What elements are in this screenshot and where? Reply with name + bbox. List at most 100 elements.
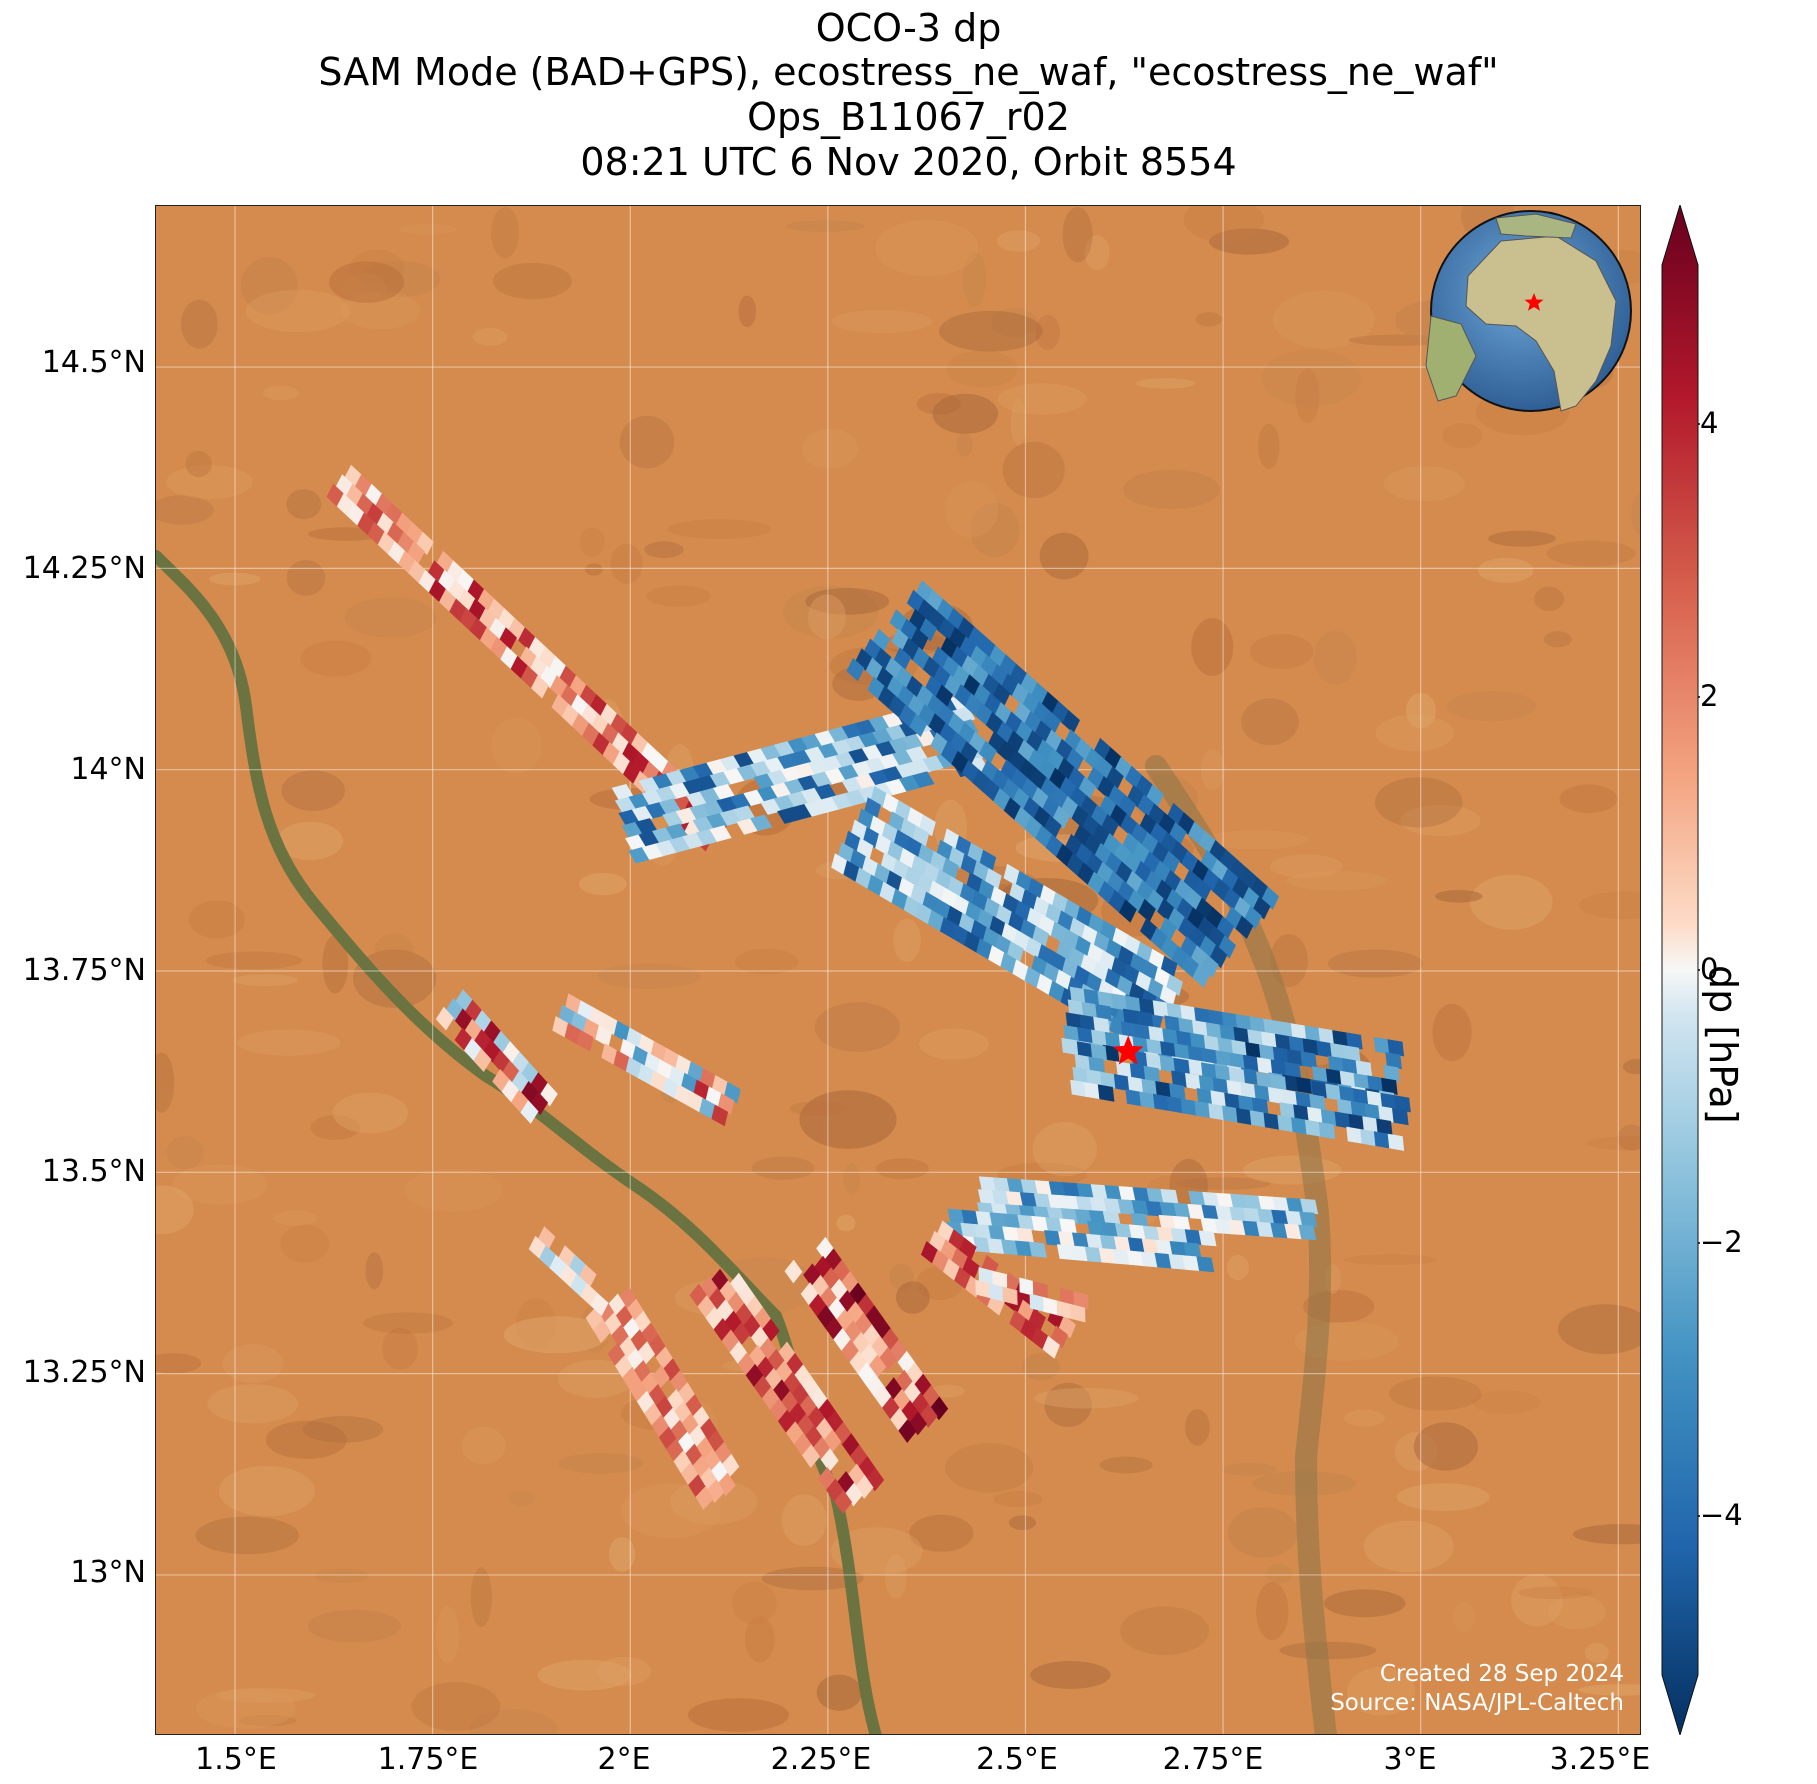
dp-sounding-cell [1112,1249,1131,1265]
terrain-patch [461,1426,506,1465]
dp-sounding-cell [891,888,909,911]
terrain-patch [1631,492,1640,535]
dp-sounding-cell [1296,1076,1313,1094]
europe-landmass [1495,213,1577,239]
terrain-patch [807,594,847,640]
dp-sounding-cell [1033,1193,1052,1209]
dp-sounding-cell [1168,1254,1187,1270]
dp-sounding-cell [1229,1052,1246,1070]
lon-tick-label: 3°E [1383,1742,1437,1777]
dp-sounding-cell [1180,1098,1198,1116]
terrain-patch [909,1514,974,1552]
dp-sounding-cell [1228,1219,1247,1236]
lat-tick-label: 13.25°N [22,1355,146,1390]
terrain-patch [1002,441,1065,499]
terrain-patch [300,640,372,677]
terrain-patch [893,918,921,962]
dp-sounding-cell [1043,710,1061,734]
dp-sounding-cell [1346,1032,1363,1050]
globe-locator-inset [1425,210,1632,412]
terrain-patch [272,1210,317,1226]
dp-sounding-cell [1146,1188,1165,1204]
dp-sounding-cell [1367,1075,1384,1093]
dp-sounding-cell [1208,1103,1225,1121]
terrain-patch [1033,1387,1139,1409]
title-line-2: SAM Mode (BAD+GPS), ecostress_ne_waf, "e… [318,50,1499,94]
dp-sounding-cell [1155,1239,1174,1256]
dp-sounding-cell [1070,1079,1087,1097]
terrain-patch [1546,540,1636,567]
dp-sounding-cell [1286,1197,1305,1214]
dp-sounding-cell [1141,1238,1160,1255]
dp-sounding-cell [1104,1031,1122,1050]
dp-sounding-cell [1169,1241,1188,1257]
terrain-patch [473,328,508,346]
dp-sounding-cell [1101,1222,1119,1238]
dp-sounding-cell [1139,1091,1156,1109]
terrain-patch [281,770,345,811]
terrain-patch [1295,368,1320,423]
terrain-patch [222,1344,284,1384]
dp-sounding-cell [1300,1198,1319,1215]
dp-sounding-cell [1263,1112,1280,1130]
dp-sounding-cell [1173,1057,1190,1075]
terrain-patch [1183,206,1264,243]
terrain-patch [1200,749,1225,791]
dp-sounding-cell [1089,1197,1108,1213]
terrain-patch [1400,805,1481,837]
terrain-patch [1227,1507,1298,1558]
dp-sounding-cell [1212,1077,1230,1095]
terrain-patch [195,1516,299,1555]
lat-tick-label: 13°N [70,1555,146,1590]
terrain-patch [1374,777,1463,828]
dp-sounding-cell [655,1346,674,1371]
dp-sounding-cell [1116,1061,1133,1079]
dp-sounding-cell [435,1006,454,1031]
dp-sounding-cell [1222,1105,1239,1123]
dp-sounding-cell [1360,1129,1377,1147]
dp-sounding-cell [988,945,1006,968]
credit-source: Source: NASA/JPL-Caltech [1330,1690,1624,1716]
dp-sounding-cell [855,867,873,890]
terrain-patch [939,310,1043,352]
dp-sounding-cell [875,833,892,856]
terrain-patch [216,1688,315,1703]
terrain-patch [1269,854,1343,878]
dp-sounding-cell [1059,1218,1077,1235]
terrain-patch [188,900,245,939]
dp-sounding-cell [1060,1287,1076,1307]
dp-sounding-cell [882,793,900,815]
terrain-patch [280,1224,330,1263]
dp-sounding-cell [977,1189,997,1205]
terrain-patch [1226,1254,1249,1281]
dp-sounding-cell [1032,1280,1048,1300]
dp-sounding-cell [1056,1244,1075,1261]
dp-sounding-cell [1043,815,1062,839]
dp-sounding-cell [1075,1196,1094,1212]
terrain-patch [751,1156,815,1180]
dp-sounding-cell [1284,1223,1303,1240]
dp-sounding-cell [1346,1126,1363,1144]
dp-sounding-cell [1111,993,1128,1011]
dp-sounding-cell [1247,1029,1264,1047]
terrain-patch [1578,1684,1640,1696]
terrain-patch [156,1052,175,1113]
terrain-patch [1617,1124,1640,1151]
terrain-patch [1261,349,1361,407]
dp-sounding-cell [1201,1047,1219,1066]
dp-sounding-cell [1141,1078,1158,1096]
dp-sounding-cell [1205,1022,1223,1040]
dp-sounding-cell [1300,1051,1317,1069]
map-panel[interactable]: Created 28 Sep 2024 Source: NASA/JPL-Cal… [155,205,1641,1735]
terrain-patch [171,1164,268,1205]
terrain-patch [597,1656,652,1686]
lon-tick-label: 2°E [597,1742,651,1777]
dp-sounding-cell [1146,784,1164,808]
dp-sounding-cell [1224,1092,1241,1110]
dp-sounding-cell [625,1056,643,1079]
dp-sounding-cell [1243,1207,1262,1224]
dp-sounding-cell [1065,1012,1083,1030]
dp-sounding-cell [1043,1297,1059,1316]
dp-sounding-cell [959,1237,977,1261]
map-canvas[interactable] [156,206,1641,1735]
